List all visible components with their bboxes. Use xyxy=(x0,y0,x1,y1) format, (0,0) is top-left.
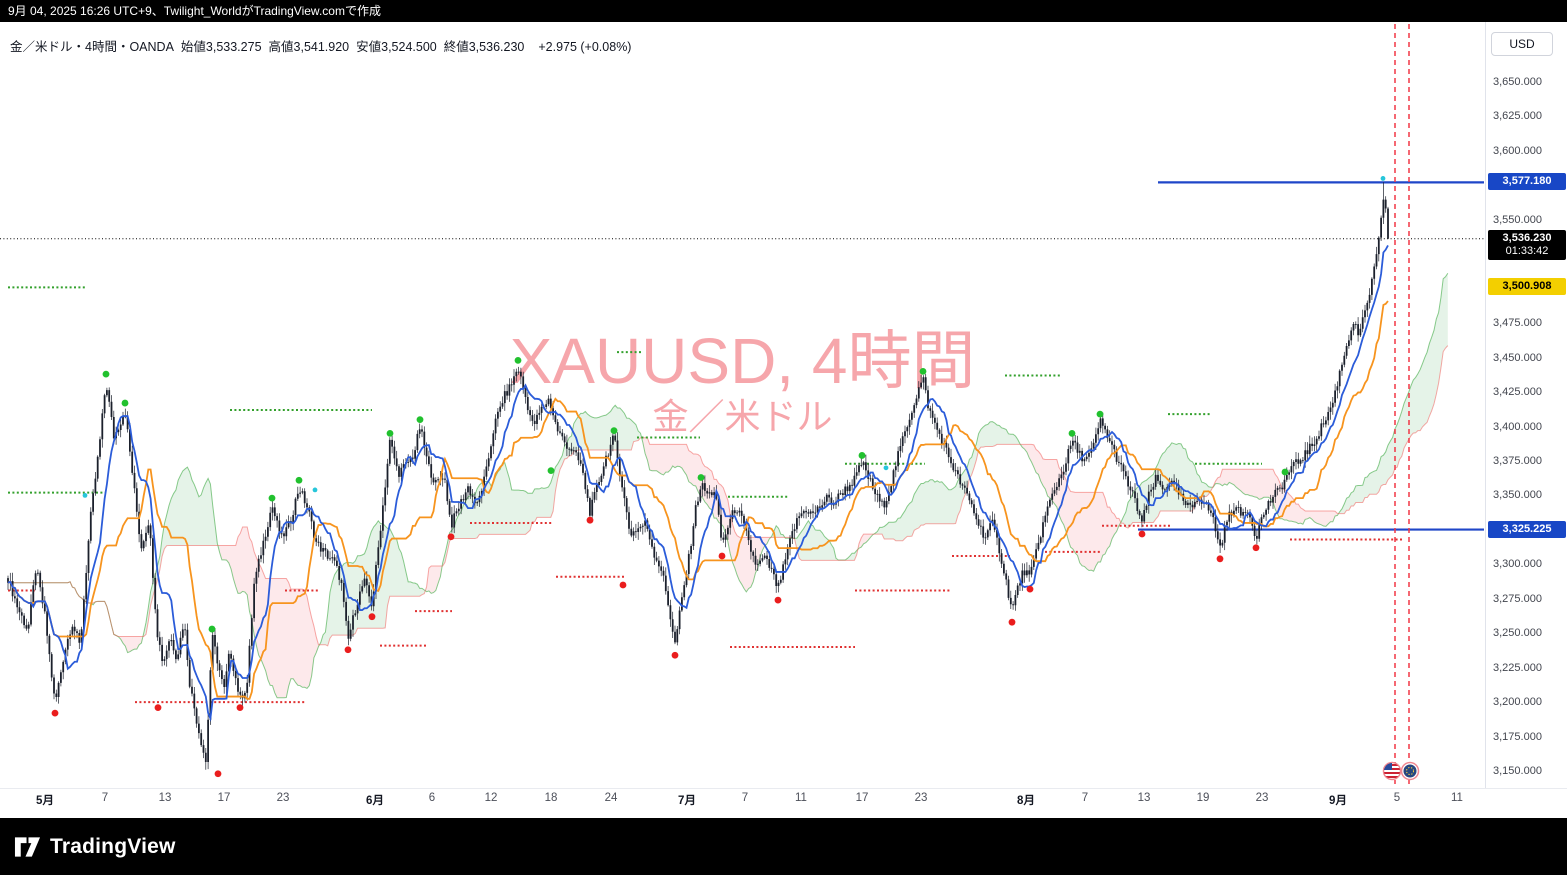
time-tick: 7 xyxy=(1081,792,1089,804)
time-tick: 11 xyxy=(795,792,807,804)
price-tick: 3,625.000 xyxy=(1493,110,1542,123)
price-tick: 3,425.000 xyxy=(1493,386,1542,399)
price-tick: 3,550.000 xyxy=(1493,213,1542,226)
ohlc-field: 安値3,524.500 xyxy=(356,40,437,54)
time-tick: 8月 xyxy=(1017,795,1035,807)
ohlc-field: 終値3,536.230 xyxy=(443,40,525,54)
ohlc-field: 高値3,541.920 xyxy=(268,40,350,54)
screenshot-attribution-bar: 9月 04, 2025 16:26 UTC+9、Twilight_WorldがT… xyxy=(0,0,1567,22)
price-tick: 3,175.000 xyxy=(1493,730,1542,743)
price-tick: 3,225.000 xyxy=(1493,661,1542,674)
time-tick: 17 xyxy=(855,792,869,804)
time-axis[interactable]: 5月 7 13 17 23 6月 6 12 18 24 7月 7 11 17 23 8月 7 13 19 23 9月 5 1… xyxy=(0,792,1485,810)
price-tick: 3,600.000 xyxy=(1493,144,1542,157)
time-tick: 24 xyxy=(604,792,618,804)
time-tick: 23 xyxy=(276,792,290,804)
time-tick: 23 xyxy=(1255,792,1269,804)
chart-canvas[interactable] xyxy=(0,22,1485,788)
price-tick: 3,400.000 xyxy=(1493,420,1542,433)
time-tick: 7月 xyxy=(678,795,696,807)
price-badge: 3,536.230 01:33:42 xyxy=(1488,229,1566,260)
time-tick: 13 xyxy=(1137,792,1151,804)
attribution-text: 9月 04, 2025 16:26 UTC+9、Twilight_WorldがT… xyxy=(8,4,381,18)
time-tick: 9月 xyxy=(1329,795,1347,807)
price-badge: 3,500.908 xyxy=(1488,278,1566,296)
price-badge: 3,325.225 xyxy=(1488,520,1566,538)
time-tick: 5 xyxy=(1393,792,1401,804)
price-tick: 3,450.000 xyxy=(1493,351,1542,364)
time-tick: 6 xyxy=(428,792,436,804)
time-tick: 6月 xyxy=(366,795,384,807)
price-badge: 3,577.180 xyxy=(1488,173,1566,191)
price-tick: 3,375.000 xyxy=(1493,454,1542,467)
time-tick: 5月 xyxy=(36,795,54,807)
time-tick: 18 xyxy=(544,792,558,804)
axis-separator xyxy=(0,788,1567,789)
price-tick: 3,650.000 xyxy=(1493,76,1542,88)
time-tick: 17 xyxy=(217,792,231,804)
tradingview-wordmark[interactable]: TradingView xyxy=(50,834,176,858)
price-tick: 3,250.000 xyxy=(1493,627,1542,640)
change-value: +2.975 (+0.08%) xyxy=(538,40,632,54)
time-tick: 7 xyxy=(101,792,109,804)
price-tick: 3,475.000 xyxy=(1493,317,1542,330)
ohlc-values: 始値3,533.275 高値3,541.920 安値3,524.500 終値3,536… xyxy=(181,40,531,54)
ohlc-field: 始値3,533.275 xyxy=(180,40,262,54)
footer-bar: TradingView xyxy=(0,818,1567,875)
time-tick: 13 xyxy=(158,792,172,804)
price-tick: 3,300.000 xyxy=(1493,558,1542,571)
tradingview-logo-icon[interactable] xyxy=(14,836,41,858)
price-tick: 3,150.000 xyxy=(1493,765,1542,777)
price-tick: 3,275.000 xyxy=(1493,592,1542,605)
time-tick: 19 xyxy=(1196,792,1210,804)
currency-toggle-button[interactable]: USD xyxy=(1491,32,1553,56)
price-tick: 3,200.000 xyxy=(1493,696,1542,709)
time-tick: 12 xyxy=(484,792,498,804)
symbol-title[interactable]: 金／米ドル・4時間・OANDA xyxy=(10,40,174,54)
price-axis[interactable]: USD 3,650.000 3,625.000 3,600.000 3,550.000… xyxy=(1485,22,1567,788)
time-tick: 7 xyxy=(741,792,749,804)
price-tick: 3,350.000 xyxy=(1493,489,1542,502)
time-tick: 11 xyxy=(1451,792,1463,804)
time-tick: 23 xyxy=(914,792,928,804)
symbol-header: 金／米ドル・4時間・OANDA 始値3,533.275 高値3,541.920 安値3… xyxy=(10,36,638,55)
